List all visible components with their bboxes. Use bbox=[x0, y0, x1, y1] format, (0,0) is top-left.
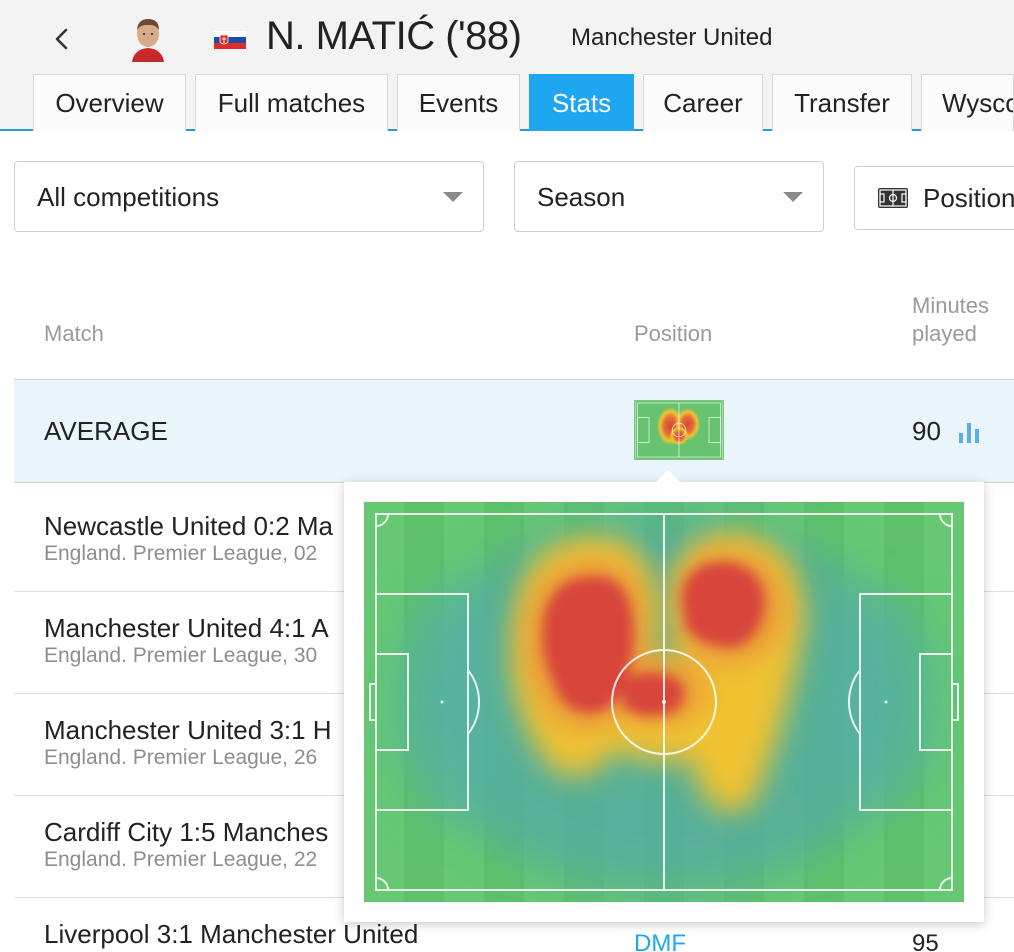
match-competition: England. Premier League, 22 bbox=[44, 848, 318, 871]
heatmap-popup bbox=[344, 470, 984, 922]
column-header-minutes-line2: played bbox=[912, 321, 977, 346]
match-competition: England. Premier League, 26 bbox=[44, 746, 318, 769]
chevron-down-icon bbox=[443, 192, 463, 202]
match-competition: England. Premier League, 02 bbox=[44, 542, 318, 565]
season-select[interactable]: Season bbox=[514, 161, 824, 232]
position-heatmap bbox=[364, 502, 964, 902]
tab-stats[interactable]: Stats bbox=[529, 74, 634, 131]
tab-career[interactable]: Career bbox=[643, 74, 763, 131]
tab-events[interactable]: Events bbox=[397, 74, 520, 131]
column-header-minutes[interactable]: Minutes played bbox=[912, 292, 989, 348]
chevron-down-icon bbox=[783, 192, 803, 202]
tab-full-matches[interactable]: Full matches bbox=[195, 74, 388, 131]
tab-overview[interactable]: Overview bbox=[33, 74, 186, 131]
match-title: Newcastle United 0:2 Ma bbox=[44, 511, 334, 541]
player-avatar bbox=[128, 14, 168, 62]
column-header-match[interactable]: Match bbox=[44, 321, 104, 346]
back-arrow-icon[interactable] bbox=[50, 22, 74, 56]
bar-chart-icon[interactable] bbox=[958, 421, 980, 443]
match-competition: England. Premier League, 30 bbox=[44, 644, 318, 667]
match-title: Liverpool 3:1 Manchester United bbox=[44, 919, 419, 949]
competition-select-label: All competitions bbox=[37, 182, 220, 212]
average-row: AVERAGE 90 bbox=[14, 379, 1014, 483]
season-select-label: Season bbox=[537, 182, 626, 212]
average-heatmap-thumbnail[interactable] bbox=[634, 400, 724, 460]
competition-select[interactable]: All competitions bbox=[14, 161, 484, 232]
match-row[interactable]: Cardiff City 1:5 Manches England. Premie… bbox=[44, 817, 328, 873]
average-minutes: 90 bbox=[912, 416, 941, 446]
match-row[interactable]: Liverpool 3:1 Manchester United bbox=[44, 919, 418, 949]
average-label: AVERAGE bbox=[44, 416, 168, 446]
position-filter-label: Position bbox=[923, 183, 1014, 213]
column-header-minutes-line1: Minutes bbox=[912, 293, 990, 318]
match-title: Manchester United 4:1 A bbox=[44, 613, 329, 643]
column-header-position[interactable]: Position bbox=[634, 321, 713, 346]
team-name[interactable]: Manchester United bbox=[571, 24, 773, 51]
tab-wyscout[interactable]: Wysco bbox=[921, 74, 1014, 131]
pitch-icon bbox=[878, 188, 908, 208]
player-name: N. MATIĆ ('88) bbox=[266, 14, 522, 58]
match-row[interactable]: Manchester United 3:1 H England. Premier… bbox=[44, 715, 332, 771]
match-position[interactable]: DMF bbox=[634, 930, 686, 952]
position-filter-button[interactable]: Position bbox=[854, 166, 1014, 230]
slovakia-flag-icon bbox=[214, 31, 246, 49]
match-minutes: 95 bbox=[912, 930, 939, 952]
tab-transfer[interactable]: Transfer bbox=[772, 74, 912, 131]
match-title: Cardiff City 1:5 Manches bbox=[44, 817, 329, 847]
player-header: N. MATIĆ ('88) Manchester United Overvie… bbox=[0, 0, 1014, 131]
popup-pointer bbox=[656, 470, 680, 482]
match-row[interactable]: Manchester United 4:1 A England. Premier… bbox=[44, 613, 329, 669]
match-row[interactable]: Newcastle United 0:2 Ma England. Premier… bbox=[44, 511, 333, 567]
match-title: Manchester United 3:1 H bbox=[44, 715, 332, 745]
